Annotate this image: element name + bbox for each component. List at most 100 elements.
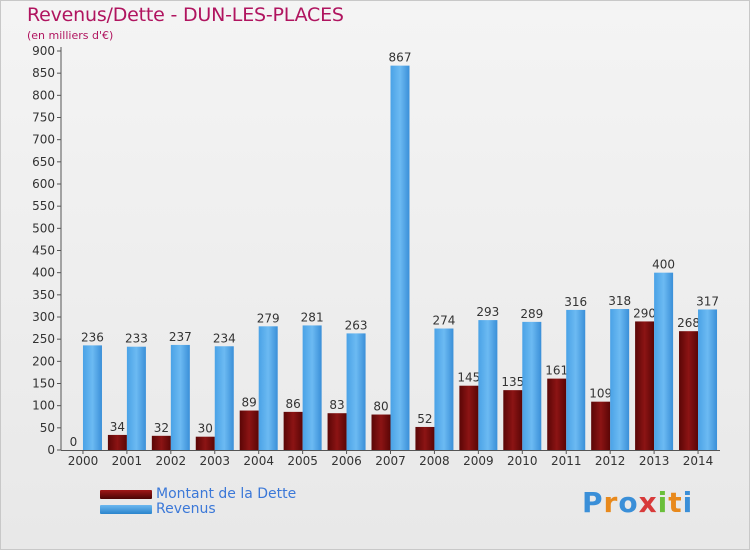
bar-dette bbox=[327, 413, 347, 450]
logo-letter: i bbox=[657, 486, 669, 519]
x-tick-label: 2004 bbox=[243, 454, 274, 468]
bar-dette bbox=[503, 390, 523, 450]
data-label-dette: 290 bbox=[633, 306, 656, 320]
data-label-dette: 268 bbox=[677, 316, 700, 330]
bar-revenus bbox=[390, 65, 410, 450]
y-tick-label: 50 bbox=[40, 421, 55, 435]
data-label-revenus: 293 bbox=[476, 305, 499, 319]
bar-revenus bbox=[654, 272, 674, 450]
data-label-revenus: 237 bbox=[169, 330, 192, 344]
data-label-revenus: 236 bbox=[81, 330, 104, 344]
x-tick-label: 2001 bbox=[112, 454, 143, 468]
legend-swatch-dette bbox=[100, 490, 152, 499]
x-tick-label: 2008 bbox=[419, 454, 450, 468]
logo-letter: i bbox=[682, 486, 694, 519]
bar-dette bbox=[459, 385, 479, 450]
logo-letter: x bbox=[638, 486, 658, 519]
y-tick-label: 850 bbox=[32, 66, 55, 80]
data-label-dette: 109 bbox=[589, 387, 612, 401]
x-tick-label: 2011 bbox=[551, 454, 582, 468]
bar-dette bbox=[635, 321, 655, 450]
y-tick-label: 100 bbox=[32, 399, 55, 413]
y-tick-label: 150 bbox=[32, 377, 55, 391]
bar-revenus bbox=[566, 309, 586, 450]
data-label-revenus: 316 bbox=[564, 295, 587, 309]
bar-dette bbox=[415, 426, 435, 450]
bar-dette bbox=[239, 410, 259, 450]
logo-letter: P bbox=[582, 486, 604, 519]
bar-dette bbox=[547, 378, 567, 450]
data-label-dette: 161 bbox=[545, 364, 568, 378]
bar-revenus bbox=[478, 320, 498, 450]
x-tick-label: 2007 bbox=[375, 454, 406, 468]
x-tick-label: 2003 bbox=[199, 454, 230, 468]
x-tick-label: 2009 bbox=[463, 454, 494, 468]
logo-letter: o bbox=[618, 486, 639, 519]
y-tick-label: 450 bbox=[32, 244, 55, 258]
data-label-dette: 80 bbox=[373, 400, 388, 414]
chart-title: Revenus/Dette - DUN-LES-PLACES bbox=[27, 4, 344, 26]
data-label-revenus: 289 bbox=[520, 307, 543, 321]
data-label-revenus: 274 bbox=[432, 314, 455, 328]
bar-revenus bbox=[346, 333, 366, 450]
bar-dette bbox=[107, 434, 127, 450]
x-tick-label: 2013 bbox=[639, 454, 670, 468]
y-tick-label: 400 bbox=[32, 266, 55, 280]
x-tick-label: 2014 bbox=[683, 454, 714, 468]
x-tick-label: 2002 bbox=[156, 454, 187, 468]
y-tick-label: 600 bbox=[32, 177, 55, 191]
y-tick-label: 500 bbox=[32, 221, 55, 235]
y-tick-label: 200 bbox=[32, 354, 55, 368]
y-tick-label: 300 bbox=[32, 310, 55, 324]
bar-revenus bbox=[170, 344, 190, 450]
data-label-revenus: 317 bbox=[696, 294, 719, 308]
data-label-dette: 89 bbox=[242, 396, 257, 410]
chart-subtitle: (en milliers d'€) bbox=[27, 29, 114, 42]
data-label-revenus: 263 bbox=[345, 318, 368, 332]
x-tick-label: 2012 bbox=[595, 454, 626, 468]
bar-dette bbox=[151, 435, 171, 450]
bar-revenus bbox=[610, 309, 630, 450]
proxiti-logo: Proxiti bbox=[582, 486, 693, 519]
y-tick-label: 350 bbox=[32, 288, 55, 302]
y-tick-label: 0 bbox=[47, 443, 55, 457]
legend-label-revenus: Revenus bbox=[156, 501, 216, 517]
data-label-dette: 32 bbox=[154, 421, 169, 435]
data-label-revenus: 234 bbox=[213, 331, 236, 345]
logo-letter: r bbox=[603, 486, 619, 519]
bar-revenus bbox=[82, 345, 102, 450]
data-label-dette: 0 bbox=[70, 435, 78, 449]
logo-letter: t bbox=[668, 486, 683, 519]
x-tick-label: 2006 bbox=[331, 454, 362, 468]
bar-revenus bbox=[434, 328, 454, 450]
legend-swatch-revenus bbox=[100, 505, 152, 514]
data-label-dette: 52 bbox=[417, 412, 432, 426]
data-label-revenus: 279 bbox=[257, 311, 280, 325]
y-tick-label: 900 bbox=[32, 44, 55, 58]
data-label-dette: 145 bbox=[457, 371, 480, 385]
bar-dette bbox=[195, 436, 215, 450]
y-tick-label: 250 bbox=[32, 332, 55, 346]
bar-dette bbox=[371, 414, 391, 450]
x-tick-label: 2000 bbox=[68, 454, 99, 468]
y-tick-label: 800 bbox=[32, 88, 55, 102]
bar-revenus bbox=[214, 346, 234, 450]
bar-dette bbox=[283, 411, 303, 450]
data-label-dette: 86 bbox=[285, 397, 300, 411]
y-tick-label: 750 bbox=[32, 111, 55, 125]
bar-dette bbox=[591, 401, 611, 450]
bar-revenus bbox=[258, 326, 278, 450]
data-label-dette: 30 bbox=[198, 422, 213, 436]
bar-revenus bbox=[522, 321, 542, 450]
y-tick-label: 700 bbox=[32, 133, 55, 147]
y-tick-label: 650 bbox=[32, 155, 55, 169]
y-tick-label: 550 bbox=[32, 199, 55, 213]
bar-revenus bbox=[126, 346, 146, 450]
data-label-revenus: 318 bbox=[608, 294, 631, 308]
x-tick-label: 2005 bbox=[287, 454, 318, 468]
legend-label-dette: Montant de la Dette bbox=[156, 486, 297, 502]
data-label-dette: 34 bbox=[110, 420, 125, 434]
data-label-dette: 135 bbox=[501, 375, 524, 389]
